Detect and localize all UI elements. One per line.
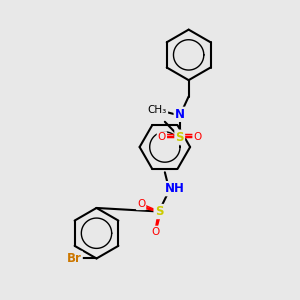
Text: N: N xyxy=(175,108,185,121)
Text: S: S xyxy=(155,205,163,218)
Text: CH₃: CH₃ xyxy=(148,105,167,115)
Text: O: O xyxy=(194,132,202,142)
Text: O: O xyxy=(158,132,166,142)
Text: Br: Br xyxy=(67,252,82,265)
Text: NH: NH xyxy=(165,182,185,195)
Text: O: O xyxy=(152,227,160,237)
Text: O: O xyxy=(137,199,145,209)
Text: S: S xyxy=(176,131,184,144)
